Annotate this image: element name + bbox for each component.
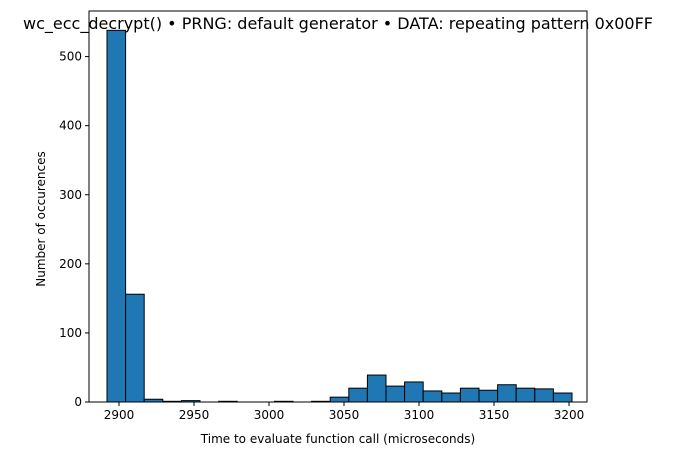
x-tick-label: 3000 <box>254 408 285 422</box>
y-tick-label: 300 <box>59 188 82 202</box>
y-tick-label: 400 <box>59 119 82 133</box>
histogram-bar <box>106 29 127 403</box>
y-tick-label: 0 <box>74 395 82 409</box>
y-axis-ticks: 0 100 200 300 400 500 <box>59 50 89 409</box>
histogram-bar <box>385 385 406 403</box>
bars-group <box>106 29 573 403</box>
histogram-bar <box>348 387 368 403</box>
histogram-bar <box>366 374 387 403</box>
y-tick-label: 500 <box>59 50 82 64</box>
histogram-bar <box>497 384 517 403</box>
x-tick-label: 3200 <box>554 408 585 422</box>
histogram-bar <box>404 381 424 403</box>
x-tick-label: 3050 <box>329 408 360 422</box>
x-tick-label: 3100 <box>404 408 435 422</box>
y-tick-label: 100 <box>59 326 82 340</box>
plot-frame <box>88 10 588 403</box>
histogram-bar <box>422 390 443 403</box>
histogram-bar <box>459 387 480 403</box>
x-axis-label: Time to evaluate function call (microsec… <box>200 432 475 446</box>
y-tick-label: 200 <box>59 257 82 271</box>
x-tick-label: 2900 <box>104 408 135 422</box>
histogram-bar <box>478 389 499 403</box>
histogram-bar <box>534 388 554 403</box>
x-tick-label: 2950 <box>179 408 210 422</box>
x-axis-ticks: 2900 2950 3000 3050 3100 3150 3200 <box>104 402 585 422</box>
histogram-bar <box>125 293 145 403</box>
histogram-bar <box>552 392 573 403</box>
chart-title: wc_ecc_decrypt() • PRNG: default generat… <box>23 14 653 34</box>
histogram-bar <box>441 392 461 403</box>
histogram-bar <box>515 387 536 403</box>
y-axis-label: Number of occurences <box>34 151 48 286</box>
x-tick-label: 3150 <box>479 408 510 422</box>
histogram-bar <box>329 396 350 403</box>
